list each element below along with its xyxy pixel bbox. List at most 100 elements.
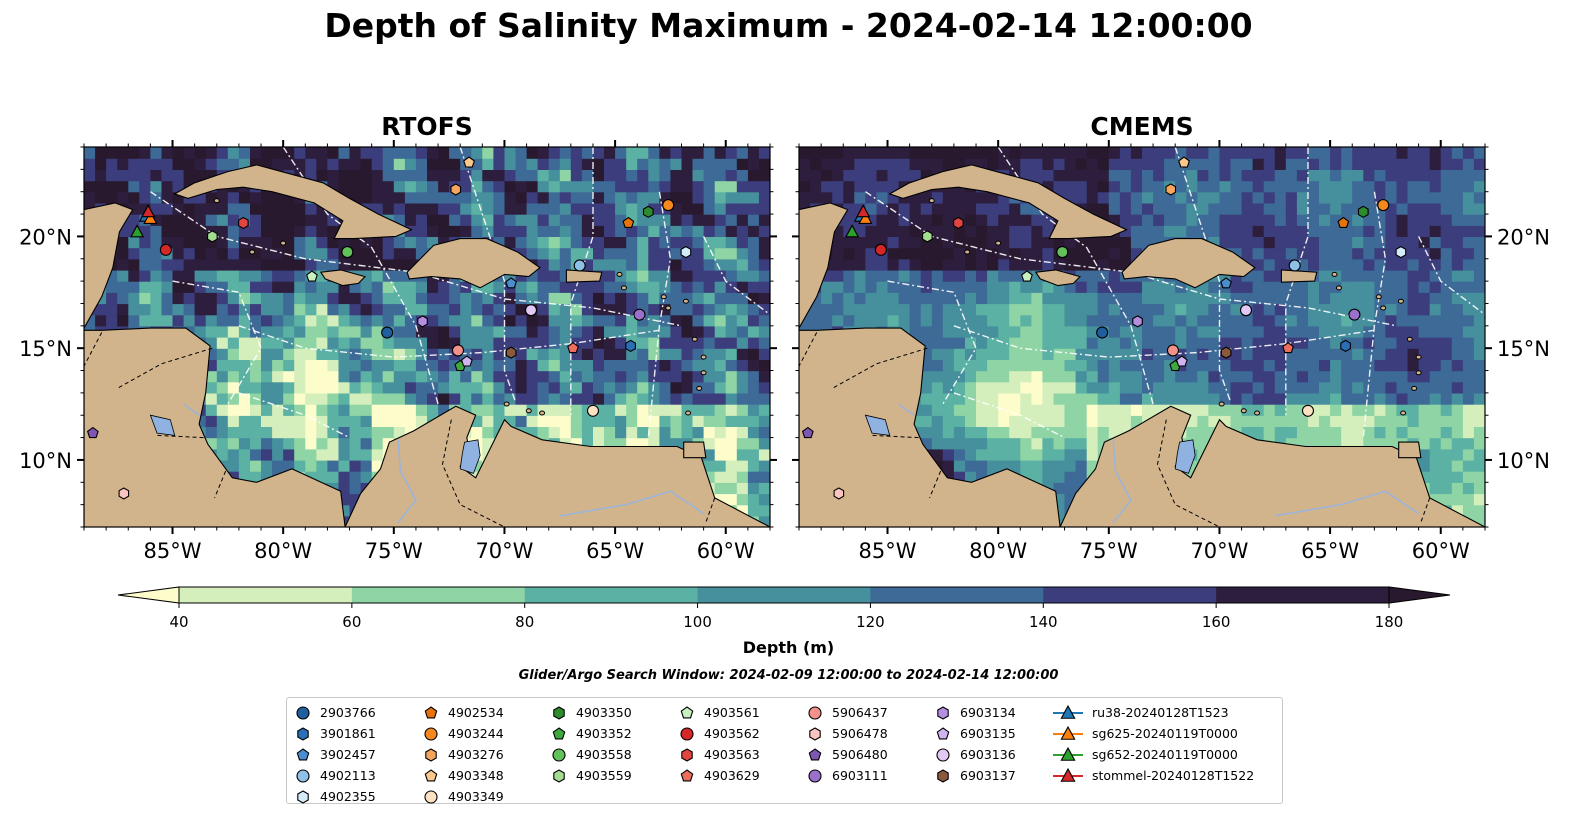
colorbar-tick-label: 180 <box>1375 613 1404 631</box>
float-4903563 <box>238 216 249 230</box>
lat-tick-label: 20°N <box>19 225 72 249</box>
gliders <box>130 204 158 238</box>
float-legend-marker <box>552 726 566 739</box>
legend-item-6903137: 6903137 <box>935 765 1016 786</box>
float-4902113 <box>1288 259 1301 272</box>
legend-marker <box>809 726 821 741</box>
float-4903348 <box>463 156 475 168</box>
lon-tick-label: 75°W <box>365 539 423 563</box>
float-4903349 <box>586 404 600 417</box>
legend-label: sg625-20240119T0000 <box>1092 726 1238 741</box>
land-central <box>799 327 1061 527</box>
legend-item-sg625-20240119T0000: sg625-20240119T0000 <box>1053 723 1254 744</box>
float-6903137 <box>505 346 517 359</box>
legend-label: 4903629 <box>704 768 760 783</box>
legend-marker <box>425 747 437 762</box>
legend-marker <box>937 768 949 783</box>
float-legend-marker <box>424 705 438 718</box>
lake-maracaibo <box>459 439 481 474</box>
float-3902457 <box>1220 277 1232 289</box>
float-legend-marker <box>296 705 310 720</box>
land-puertorico <box>1280 269 1318 283</box>
float-4903559 <box>922 230 933 243</box>
legend-label: 6903111 <box>832 768 888 783</box>
land <box>84 147 770 527</box>
float-4902355 <box>1395 245 1407 259</box>
legend-marker <box>808 747 822 760</box>
float-6903134 <box>417 315 428 328</box>
float-legend-marker <box>937 768 949 783</box>
float-3901861 <box>1340 339 1351 353</box>
legend-label: 4902355 <box>320 789 376 804</box>
legend-marker <box>680 768 694 781</box>
float-legend-marker <box>680 726 694 741</box>
land-yucatan <box>799 202 849 330</box>
float-4902355 <box>680 245 692 259</box>
legend-label: 5906478 <box>832 726 888 741</box>
legend-column: 4902534 4903244 4903276 4903348 4903349 <box>423 702 504 807</box>
land-hispaniola <box>1121 238 1256 289</box>
lon-tick-label: 80°W <box>254 539 312 563</box>
legend-marker <box>1060 725 1076 740</box>
float-5906478 <box>118 487 130 500</box>
legend-marker <box>681 747 693 762</box>
argo-floats <box>86 156 692 500</box>
legend-label: ru38-20240128T1523 <box>1092 705 1229 720</box>
legend-label: 4902534 <box>448 705 504 720</box>
lon-tick-label: 75°W <box>1080 539 1138 563</box>
legend-marker <box>424 789 438 804</box>
legend-label: 5906437 <box>832 705 888 720</box>
colorbar-label: Depth (m) <box>742 638 835 657</box>
legend-marker <box>680 726 694 741</box>
legend-marker <box>680 705 694 718</box>
float-legend-marker <box>808 747 822 760</box>
lon-tick-label: 70°W <box>475 539 533 563</box>
legend-column: 5906437 5906478 5906480 6903111 <box>807 702 888 786</box>
float-4903629 <box>1282 342 1294 354</box>
float-6903111 <box>633 308 646 321</box>
legend-label: 4903563 <box>704 747 760 762</box>
land-jamaica <box>1034 269 1082 287</box>
legend-item-4903276: 4903276 <box>423 744 504 765</box>
land-yucatan <box>84 202 134 330</box>
float-6903111 <box>1348 308 1361 321</box>
float-legend-marker <box>297 726 309 741</box>
float-6903134 <box>1132 315 1143 328</box>
float-legend-marker <box>424 726 438 741</box>
lake-nicaragua <box>149 414 176 436</box>
float-5906437 <box>1166 344 1180 357</box>
glider-legend-marker <box>1053 746 1083 761</box>
float-legend-marker <box>425 747 437 762</box>
legend-marker <box>1060 746 1076 761</box>
legend-item-3901861: 3901861 <box>295 723 376 744</box>
legend-item-3902457: 3902457 <box>295 744 376 765</box>
map-panel-rtofs: 85°W 80°W 75°W 70°W 65°W 60°W 20°N 15°N 10°N <box>19 140 777 563</box>
lake-maracaibo <box>1174 439 1196 474</box>
legend-label: stommel-20240128T1522 <box>1092 768 1255 783</box>
legend-label: 5906480 <box>832 747 888 762</box>
legend-item-5906478: 5906478 <box>807 723 888 744</box>
colorbar-tick-label: 60 <box>342 613 361 631</box>
float-4903563 <box>953 216 964 230</box>
legend-label: 4903352 <box>576 726 632 741</box>
lon-tick-label: 60°W <box>697 539 755 563</box>
legend-label: 6903135 <box>960 726 1016 741</box>
legend-label: 4903558 <box>576 747 632 762</box>
float-4903559 <box>207 230 218 243</box>
argo-floats <box>801 156 1407 500</box>
legend-marker <box>552 726 566 739</box>
float-legend-marker <box>553 768 565 783</box>
map-frame <box>83 146 771 528</box>
legend-column: 2903766 3901861 3902457 4902113 4902355 <box>295 702 376 807</box>
float-4903558 <box>1056 246 1069 259</box>
float-6903137 <box>1220 346 1232 359</box>
legend-marker <box>552 747 566 762</box>
legend: 2903766 3901861 3902457 4902113 4902355 49025… <box>286 697 1283 804</box>
float-legend-marker <box>681 747 693 762</box>
legend-marker <box>936 747 950 762</box>
legend-item-4903558: 4903558 <box>551 744 632 765</box>
panel-title-rtofs: RTOFS <box>381 112 473 141</box>
gliders <box>845 204 873 238</box>
float-legend-marker <box>936 726 950 739</box>
legend-item-6903134: 6903134 <box>935 702 1016 723</box>
